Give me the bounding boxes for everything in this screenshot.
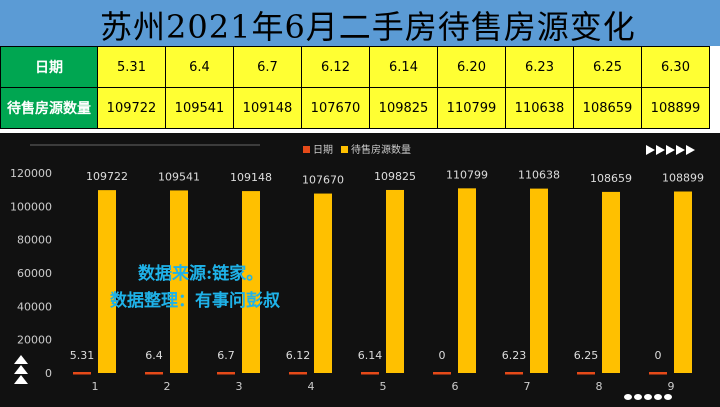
arrow-right-icon <box>646 145 655 155</box>
data-label-date: 6.4 <box>145 349 163 362</box>
data-label-date: 6.25 <box>574 349 599 362</box>
data-label-count: 108659 <box>590 172 632 185</box>
x-tick-label: 4 <box>308 380 315 393</box>
x-tick-label: 3 <box>236 380 243 393</box>
bar-count <box>242 191 260 373</box>
x-tick-label: 5 <box>380 380 387 393</box>
dot-icon <box>654 394 662 400</box>
bar-count <box>98 190 116 373</box>
data-label-date: 6.23 <box>502 349 527 362</box>
y-tick-label: 40000 <box>17 300 52 313</box>
y-tick-label: 100000 <box>10 200 52 213</box>
watermark-author: 数据整理：有事问彭叔 <box>110 291 280 311</box>
x-tick-label: 7 <box>524 380 531 393</box>
arrow-right-icon <box>656 145 665 155</box>
data-label-date: 0 <box>655 349 662 362</box>
bar-date <box>217 371 235 375</box>
data-label-count: 109825 <box>374 170 416 183</box>
bar-date <box>361 371 379 375</box>
table-cell: 110799 <box>437 87 506 129</box>
table-cell: 109541 <box>165 87 234 129</box>
arrow-up-icon <box>14 355 28 364</box>
arrow-right-icon <box>676 145 685 155</box>
dot-icon <box>634 394 642 400</box>
table-cell: 6.12 <box>301 46 370 88</box>
bar-date <box>649 372 667 375</box>
table-cell: 6.23 <box>505 46 574 88</box>
x-tick-label: 9 <box>668 380 675 393</box>
data-label-count: 109722 <box>86 170 128 183</box>
arrow-up-icon <box>14 375 28 384</box>
table-cell: 109825 <box>369 87 438 129</box>
legend-label-count: 待售房源数量 <box>351 143 411 156</box>
data-label-date: 5.31 <box>70 349 95 362</box>
x-tick-label: 8 <box>596 380 603 393</box>
table-cell: 107670 <box>301 87 370 129</box>
table-cell: 109148 <box>233 87 302 129</box>
arrow-right-icon <box>686 145 695 155</box>
chart-area: 日期 待售房源数量 0 20000 40000 60000 80000 100000 12000… <box>0 133 720 407</box>
title-band <box>0 0 720 46</box>
table-cell: 110638 <box>505 87 574 129</box>
bar-count <box>386 189 404 373</box>
data-label-count: 109541 <box>158 170 200 183</box>
data-label-count: 108899 <box>662 172 704 185</box>
data-label-date: 6.7 <box>217 349 235 362</box>
table-cell: 6.30 <box>641 46 710 88</box>
bar-date <box>433 372 451 375</box>
data-label-count: 110799 <box>446 168 488 181</box>
watermark-source: 数据来源:链家。 <box>138 264 264 284</box>
y-tick-label: 20000 <box>17 334 52 347</box>
bar-date <box>73 371 91 375</box>
table-cell: 5.31 <box>97 46 166 88</box>
table-cell: 6.20 <box>437 46 506 88</box>
table-cell: 108659 <box>573 87 642 129</box>
x-tick-label: 1 <box>92 380 99 393</box>
bar-chart: 日期 待售房源数量 0 20000 40000 60000 80000 100000 12000… <box>10 143 704 400</box>
table-cell: 108899 <box>641 87 710 129</box>
table-cell: 6.7 <box>233 46 302 88</box>
data-label-date: 6.12 <box>286 349 311 362</box>
legend-label-date: 日期 <box>313 144 333 156</box>
page-title: 苏州2021年6月二手房待售房源变化 <box>100 8 636 46</box>
bar-count <box>458 188 476 373</box>
title-band-left <box>0 0 98 46</box>
table-row-counts: 待售房源数量 109722 109541 109148 107670 10982… <box>0 87 710 129</box>
x-tick-label: 6 <box>452 380 459 393</box>
arrow-up-icon <box>14 365 28 374</box>
arrow-right-icon <box>666 145 675 155</box>
bar-count <box>530 188 548 373</box>
data-label-count: 109148 <box>230 171 272 184</box>
data-table: 日期 5.31 6.4 6.7 6.12 6.14 6.20 6.23 6.25… <box>0 46 710 129</box>
bar-date <box>289 371 307 375</box>
bar-count <box>314 193 332 373</box>
bar-date <box>577 371 595 375</box>
row-label-dates: 日期 <box>0 46 98 88</box>
y-tick-label: 120000 <box>10 167 52 180</box>
table-cell: 109722 <box>97 87 166 129</box>
bar-date <box>145 371 163 375</box>
dot-icon <box>664 394 672 400</box>
data-label-count: 110638 <box>518 169 560 182</box>
bar-count <box>170 190 188 373</box>
y-tick-label: 60000 <box>17 267 52 280</box>
row-label-counts: 待售房源数量 <box>0 87 98 129</box>
dot-icon <box>644 394 652 400</box>
y-tick-label: 0 <box>45 367 52 380</box>
table-cell: 6.25 <box>573 46 642 88</box>
data-label-count: 107670 <box>302 174 344 187</box>
data-label-date: 0 <box>439 349 446 362</box>
bar-count <box>674 191 692 373</box>
data-label-date: 6.14 <box>358 349 383 362</box>
table-cell: 6.4 <box>165 46 234 88</box>
y-tick-label: 80000 <box>17 234 52 247</box>
x-tick-label: 2 <box>164 380 171 393</box>
table-row-dates: 日期 5.31 6.4 6.7 6.12 6.14 6.20 6.23 6.25… <box>0 46 710 88</box>
legend-swatch-date <box>303 146 310 153</box>
bar-date <box>505 371 523 375</box>
bar-count <box>602 191 620 373</box>
legend-swatch-count <box>341 146 348 153</box>
dot-icon <box>624 394 632 400</box>
table-cell: 6.14 <box>369 46 438 88</box>
